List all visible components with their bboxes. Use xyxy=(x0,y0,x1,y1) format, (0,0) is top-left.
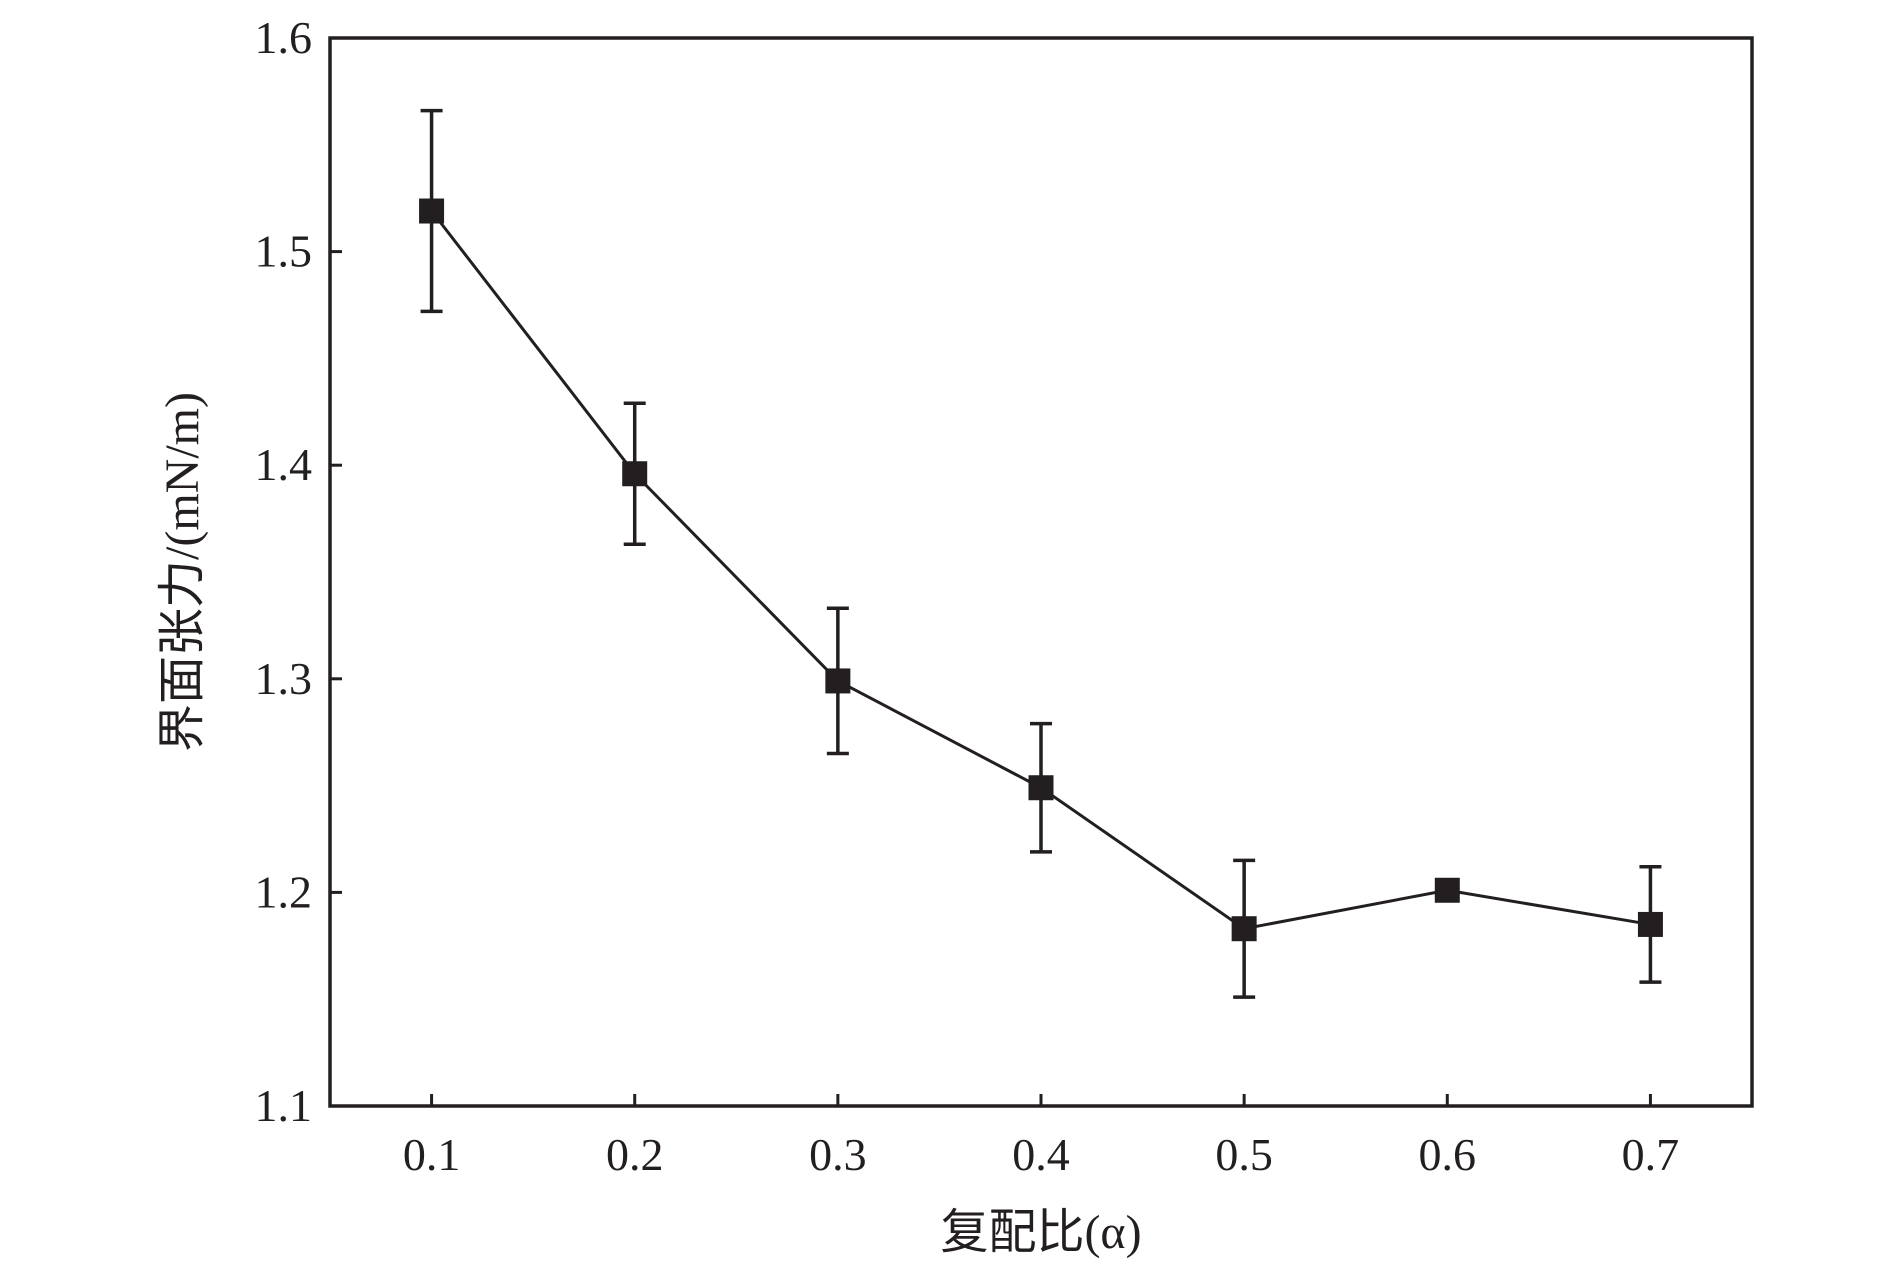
x-tick-label: 0.4 xyxy=(1012,1129,1070,1180)
data-point xyxy=(1028,775,1054,801)
x-tick-label: 0.6 xyxy=(1419,1129,1477,1180)
y-tick-label: 1.6 xyxy=(255,12,313,63)
data-point xyxy=(419,198,445,224)
x-axis-title: 复配比(α) xyxy=(940,1206,1141,1259)
x-tick-label: 0.1 xyxy=(403,1129,461,1180)
data-point xyxy=(825,668,851,694)
data-point xyxy=(622,461,648,487)
x-tick-label: 0.3 xyxy=(809,1129,867,1180)
x-tick-label: 0.5 xyxy=(1215,1129,1273,1180)
y-tick-label: 1.1 xyxy=(255,1080,313,1131)
y-tick-label: 1.3 xyxy=(255,653,313,704)
error-bars xyxy=(420,108,1662,999)
plot-frame xyxy=(328,36,1754,1108)
data-point xyxy=(1231,916,1257,942)
x-axis-ticks: 0.1 0.2 0.3 0.4 0.5 0.6 0.7 xyxy=(403,1094,1679,1180)
x-tick-label: 0.7 xyxy=(1622,1129,1680,1180)
y-axis-ticks: 1.1 1.2 1.3 1.4 1.5 1.6 xyxy=(255,12,342,1131)
x-tick-label: 0.2 xyxy=(606,1129,664,1180)
data-point xyxy=(1637,911,1663,937)
y-tick-label: 1.5 xyxy=(255,226,313,277)
data-markers xyxy=(419,198,1663,942)
y-tick-label: 1.4 xyxy=(255,439,313,490)
data-point xyxy=(1434,877,1460,903)
y-axis-title: 界面张力/(mN/m) xyxy=(156,392,209,752)
y-tick-label: 1.2 xyxy=(255,866,313,917)
